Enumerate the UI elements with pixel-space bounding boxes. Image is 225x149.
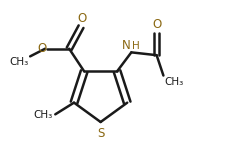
Text: CH₃: CH₃	[164, 77, 184, 87]
Text: CH₃: CH₃	[34, 110, 53, 120]
Text: S: S	[97, 127, 104, 141]
Text: O: O	[152, 18, 161, 31]
Text: O: O	[37, 42, 46, 55]
Text: CH₃: CH₃	[9, 57, 28, 67]
Text: N: N	[122, 38, 130, 52]
Text: H: H	[132, 41, 140, 51]
Text: O: O	[77, 12, 87, 25]
